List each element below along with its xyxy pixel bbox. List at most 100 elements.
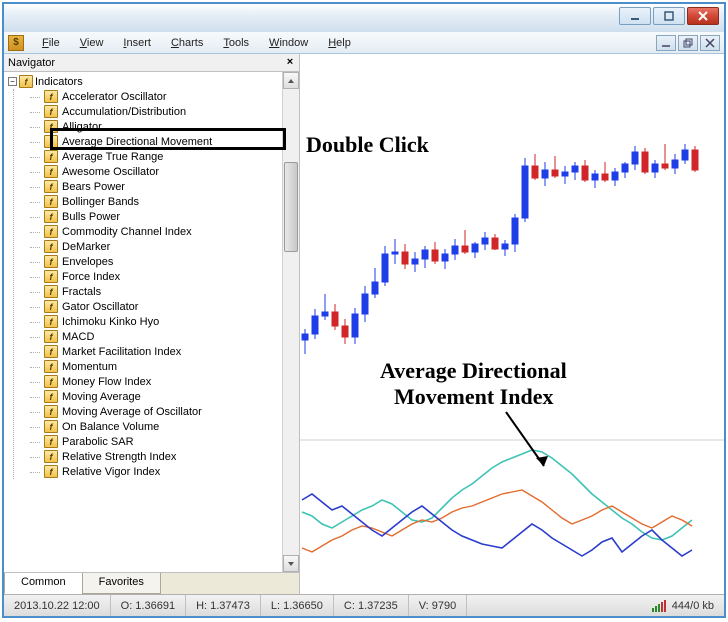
scroll-thumb[interactable] [284,162,298,252]
indicator-item[interactable]: fForce Index [28,269,299,284]
annotation-arrow-icon [500,408,560,472]
menu-charts[interactable]: Charts [161,34,213,52]
indicator-icon: f [44,285,58,298]
indicator-item[interactable]: fMoving Average of Oscillator [28,404,299,419]
indicator-item[interactable]: f Average Directional Movement [28,134,299,149]
indicator-label: Average Directional Movement [62,136,212,148]
indicator-item[interactable]: fBulls Power [28,209,299,224]
close-icon [705,38,715,48]
indicator-label: Accumulation/Distribution [62,106,186,118]
tree-scrollbar[interactable] [282,72,299,572]
annotation-adx-line1: Average Directional [380,358,567,384]
indicator-item[interactable]: fMomentum [28,359,299,374]
status-close: C: 1.37235 [334,595,409,616]
indicator-label: DeMarker [62,241,110,253]
navigator-close-button[interactable]: × [283,55,297,69]
navigator-title: Navigator [8,57,55,69]
indicator-item[interactable]: fRelative Vigor Index [28,464,299,479]
scroll-down-button[interactable] [283,555,299,572]
indicator-item[interactable]: f Ichimoku Kinko Hyo [28,314,299,329]
indicator-label: Bears Power [62,181,125,193]
indicator-label: Commodity Channel Index [62,226,192,238]
indicator-icon: f [44,165,58,178]
mdi-minimize-button[interactable] [656,35,676,51]
indicator-item[interactable]: fBollinger Bands [28,194,299,209]
indicator-icon: f [44,180,58,193]
indicator-label: Moving Average [62,391,141,403]
app-window: $ FileViewInsertChartsToolsWindowHelp Na… [2,2,726,618]
indicator-item[interactable]: f On Balance Volume [28,419,299,434]
indicator-item[interactable]: fDeMarker [28,239,299,254]
indicator-icon: f [44,255,58,268]
indicator-label: On Balance Volume [62,421,159,433]
restore-icon [683,38,693,48]
indicator-label: Force Index [62,271,120,283]
indicator-label: Relative Strength Index [62,451,176,463]
indicator-label: Fractals [62,286,101,298]
indicator-item[interactable]: fCommodity Channel Index [28,224,299,239]
status-open: O: 1.36691 [111,595,186,616]
indicator-icon: f [44,150,58,163]
indicator-icon: f [44,210,58,223]
indicator-item[interactable]: f Average True Range [28,149,299,164]
indicator-item[interactable]: f Bears Power [28,179,299,194]
collapse-icon[interactable]: − [8,77,17,86]
menu-window[interactable]: Window [259,34,318,52]
close-button[interactable] [687,7,719,25]
navigator-tabs: Common Favorites [4,572,299,594]
status-volume: V: 9790 [409,595,468,616]
status-high: H: 1.37473 [186,595,261,616]
indicator-icon: f [44,330,58,343]
menu-help[interactable]: Help [318,34,361,52]
status-datetime: 2013.10.22 12:00 [4,595,111,616]
indicator-item[interactable]: f Relative Strength Index [28,449,299,464]
mdi-close-button[interactable] [700,35,720,51]
indicator-item[interactable]: f Fractals [28,284,299,299]
indicator-icon: f [44,315,58,328]
indicator-item[interactable]: f Envelopes [28,254,299,269]
indicator-item[interactable]: f Market Facilitation Index [28,344,299,359]
app-icon: $ [8,35,24,51]
indicator-label: Envelopes [62,256,113,268]
indicator-label: Awesome Oscillator [62,166,159,178]
indicator-icon: f [44,450,58,463]
menu-file[interactable]: File [32,34,70,52]
indicator-label: Alligator [62,121,102,133]
tab-favorites[interactable]: Favorites [82,573,161,594]
indicator-label: Market Facilitation Index [62,346,181,358]
mdi-restore-button[interactable] [678,35,698,51]
annotation-adx-line2: Movement Index [394,384,553,410]
menu-tools[interactable]: Tools [213,34,259,52]
indicator-icon: f [44,105,58,118]
maximize-button[interactable] [653,7,685,25]
menu-view[interactable]: View [70,34,114,52]
indicator-item[interactable]: fAlligator [28,119,299,134]
indicator-label: Moving Average of Oscillator [62,406,202,418]
indicator-icon: f [44,465,58,478]
indicator-item[interactable]: fAccelerator Oscillator [28,89,299,104]
status-connection: 444/0 kb [642,595,724,616]
scroll-up-button[interactable] [283,72,299,89]
indicator-icon: f [44,420,58,433]
indicator-icon: f [44,345,58,358]
indicator-item[interactable]: f Awesome Oscillator [28,164,299,179]
indicator-icon: f [44,135,58,148]
indicator-item[interactable]: fGator Oscillator [28,299,299,314]
indicator-label: Gator Oscillator [62,301,138,313]
indicator-item[interactable]: fMoving Average [28,389,299,404]
menu-insert[interactable]: Insert [113,34,161,52]
chart-area[interactable]: Double Click Average Directional Movemen… [300,54,724,594]
indicator-label: Average True Range [62,151,163,163]
indicator-item[interactable]: fMoney Flow Index [28,374,299,389]
indicator-label: Ichimoku Kinko Hyo [62,316,159,328]
indicator-item[interactable]: f Accumulation/Distribution [28,104,299,119]
indicator-tree: − f Indicators fAccelerator OscillatorfA… [4,72,299,572]
indicator-icon: f [44,375,58,388]
tab-common[interactable]: Common [4,573,83,594]
tree-root-indicators[interactable]: − f Indicators [8,74,299,89]
indicator-item[interactable]: fParabolic SAR [28,434,299,449]
indicator-item[interactable]: fMACD [28,329,299,344]
minimize-button[interactable] [619,7,651,25]
annotation-double-click: Double Click [306,132,429,158]
folder-icon: f [19,75,33,88]
